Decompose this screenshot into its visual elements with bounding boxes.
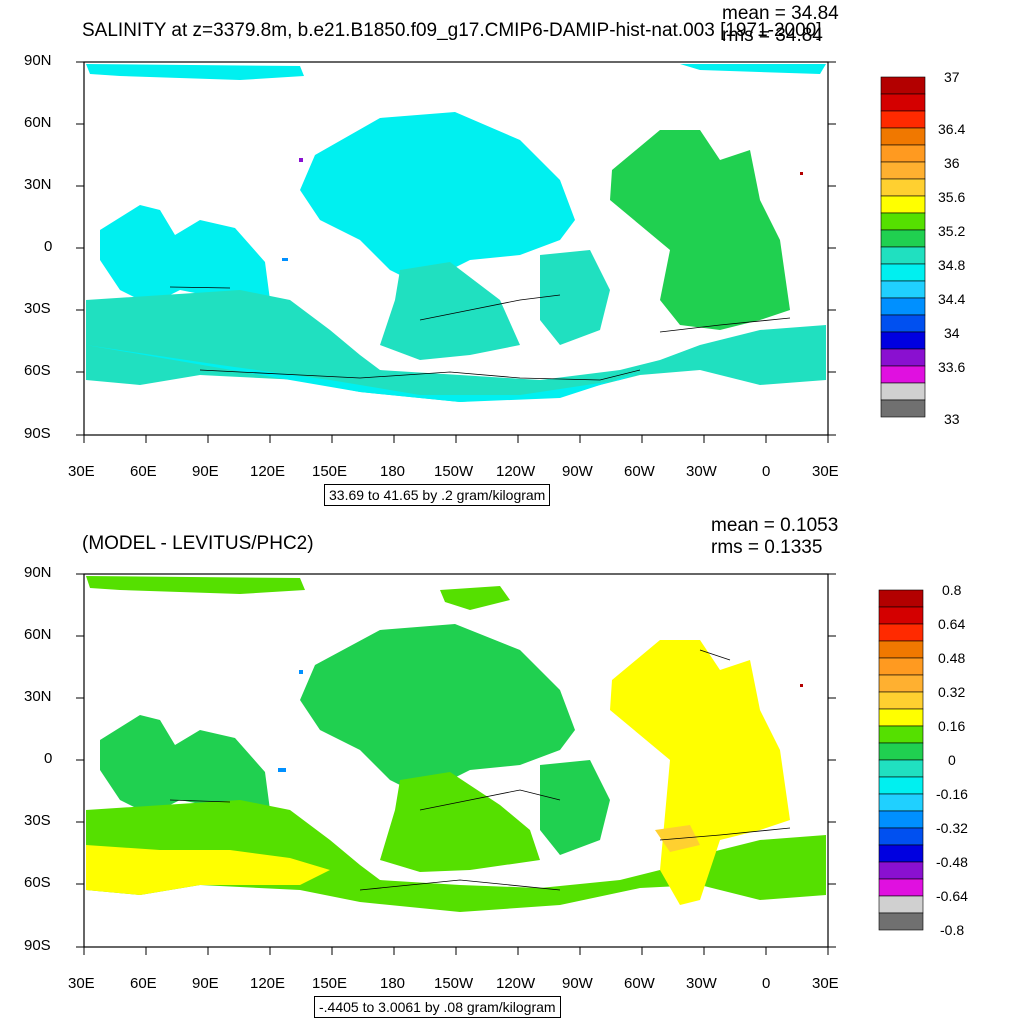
panel2-lat-label: 90N [24,564,52,581]
panel1-lat-label: 60S [24,362,51,379]
panel2-lon-label: 90E [192,975,219,992]
panel2-colorbar-label: 0.16 [938,718,966,734]
panel1-lon-label: 180 [380,463,406,480]
panel2-lon-label: 90W [562,975,593,992]
panel2-lon-label: 30E [68,975,95,992]
panel2-pacific-ocean [300,624,575,795]
panel1-east-pacific [540,250,610,345]
panel1-lon-label: 30W [686,463,717,480]
panel2-lat-label: 90S [24,937,51,954]
panel1-colorbar [880,76,926,418]
panel2-lon-label: 60E [130,975,157,992]
panel2-mean: mean = 0.1053 [711,515,839,536]
panel1-lon-label: 120W [496,463,536,480]
panel2-colorbar-label: 0 [948,752,956,768]
panel1-lon-label: 60W [624,463,655,480]
panel2-colorbar-label: 0.32 [938,684,966,700]
panel2-south-pacific [380,772,540,872]
panel1-arctic-region [86,64,304,80]
panel1-colorbar-label: 33.6 [938,359,966,375]
panel2-rms: rms = 0.1335 [711,537,823,558]
panel1-lon-label: 60E [130,463,157,480]
panel1-map [83,61,829,436]
panel2-lat-label: 30S [24,812,51,829]
panel2-arctic-region [86,576,305,594]
panel2-lat-label: 60N [24,626,52,643]
panel1-lat-label: 60N [24,114,52,131]
panel2-lon-label: 120W [496,975,536,992]
panel1-title: SALINITY at z=3379.8m, b.e21.B1850.f09_g… [82,20,822,41]
panel1-lat-label: 0 [44,238,53,255]
panel2-indian-ocean [100,715,270,815]
panel1-lon-label: 90E [192,463,219,480]
panel1-colorbar-label: 34 [944,325,960,341]
panel2-lon-label: 0 [762,975,771,992]
panel2-map [83,573,829,948]
panel2-colorbar-label: -0.8 [940,922,965,938]
panel1-lon-label: 120E [250,463,286,480]
panel1-colorbar-label: 36.4 [938,121,966,137]
panel2-ticks [76,573,836,955]
panel1-arctic-region-east [680,64,826,74]
panel1-colorbar-label: 35.2 [938,223,966,239]
panel1-lat-label: 90S [24,425,51,442]
panel2-lat-label: 30N [24,688,52,705]
panel1-indian-ocean [100,205,270,305]
panel2-lon-label: 180 [380,975,406,992]
panel2-lon-label: 150E [312,975,348,992]
panel2-colorbar-label: -0.48 [936,854,968,870]
panel2-lon-label: 150W [434,975,474,992]
panel1-lon-label: 150W [434,463,474,480]
panel1-colorbar-label: 34.8 [938,257,966,273]
panel2-colorbar-label: -0.16 [936,786,968,802]
panel1-southern-ocean-lower [86,345,640,402]
panel1-pacific-ocean [300,112,575,285]
panel1-rms: rms = 34.84 [722,25,823,46]
panel2-arctic-region-mid [440,586,510,610]
panel1-atlantic-ocean [610,130,790,330]
panel1-ticks [76,61,836,443]
panel2-colorbar-label: -0.64 [936,888,968,904]
panel1-colorbar-label: 35.6 [938,189,966,205]
panel2-atlantic-ocean [610,640,790,905]
panel1-lon-label: 0 [762,463,771,480]
panel2-colorbar-label: 0.48 [938,650,966,666]
panel2-colorbar-label: -0.32 [936,820,968,836]
panel1-lon-label: 30E [812,463,839,480]
panel2-east-pacific [540,760,610,855]
panel1-lon-label: 150E [312,463,348,480]
panel2-lat-label: 0 [44,750,53,767]
panel2-colorbar-label: 0.8 [942,582,962,598]
panel1-mean: mean = 34.84 [722,3,839,24]
panel1-colorbar-label: 36 [944,155,960,171]
panel2-range-box: -.4405 to 3.0061 by .08 gram/kilogram [314,996,561,1018]
panel1-south-pacific [380,262,520,360]
panel2-lat-label: 60S [24,874,51,891]
panel1-lat-label: 90N [24,52,52,69]
panel1-lat-label: 30N [24,176,52,193]
panel2-lon-label: 120E [250,975,286,992]
panel1-lat-label: 30S [24,300,51,317]
panel1-colorbar-label: 33 [944,411,960,427]
panel2-colorbar-label: 0.64 [938,616,966,632]
panel2-title: (MODEL - LEVITUS/PHC2) [82,533,314,554]
panel2-lon-label: 60W [624,975,655,992]
panel1-lon-label: 30E [68,463,95,480]
panel1-lon-label: 90W [562,463,593,480]
panel2-colorbar [878,589,924,931]
panel2-lon-label: 30W [686,975,717,992]
panel1-colorbar-label: 34.4 [938,291,966,307]
panel2-southern-yellow-band [86,845,330,895]
panel1-colorbar-label: 37 [944,69,960,85]
panel2-lon-label: 30E [812,975,839,992]
panel1-range-box: 33.69 to 41.65 by .2 gram/kilogram [324,484,551,506]
